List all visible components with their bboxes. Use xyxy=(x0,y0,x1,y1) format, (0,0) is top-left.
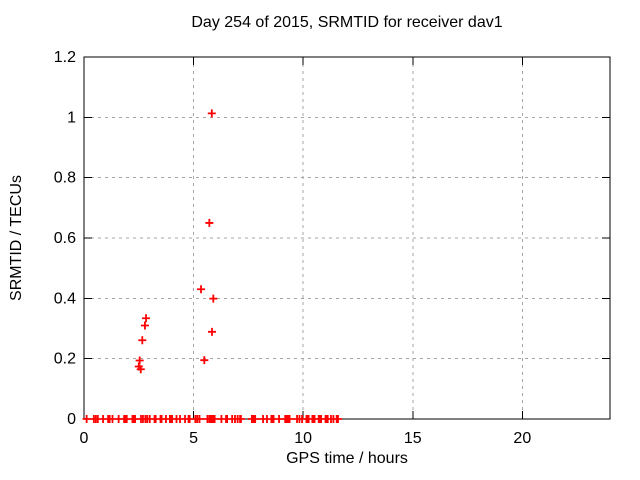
x-axis-label: GPS time / hours xyxy=(286,450,408,467)
y-tick-label: 0 xyxy=(67,411,76,428)
y-tick-label: 0.4 xyxy=(54,290,76,307)
y-axis-label: SRMTID / TECUs xyxy=(8,175,25,301)
y-tick-label: 0.8 xyxy=(54,170,76,187)
y-tick-label: 1.2 xyxy=(54,49,76,66)
scatter-points xyxy=(82,109,343,423)
chart-title: Day 254 of 2015, SRMTID for receiver dav… xyxy=(191,14,503,31)
x-tick-label: 5 xyxy=(189,430,198,447)
x-tick-label: 20 xyxy=(513,430,531,447)
x-tick-label: 15 xyxy=(404,430,422,447)
x-tick-label: 0 xyxy=(80,430,89,447)
x-tick-label: 10 xyxy=(294,430,312,447)
y-tick-label: 0.2 xyxy=(54,351,76,368)
y-tick-label: 0.6 xyxy=(54,230,76,247)
y-tick-label: 1 xyxy=(67,109,76,126)
